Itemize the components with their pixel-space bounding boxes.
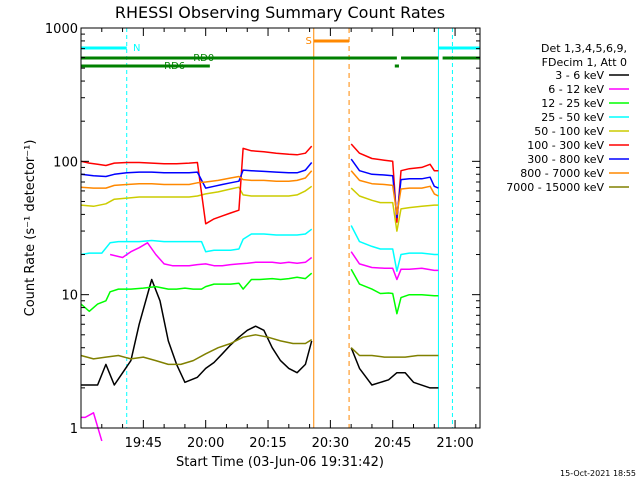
legend: Det 1,3,4,5,6,9,FDecim 1, Att 03 - 6 keV… (506, 42, 629, 194)
series-line-2 (80, 268, 439, 315)
night-label: N (133, 43, 140, 54)
series-line-0 (81, 278, 439, 389)
y-axis-label: Count Rate (s⁻¹ detector⁻¹) (23, 140, 38, 317)
plot-frame (80, 27, 481, 429)
saa-label: S (305, 36, 311, 47)
x-tick-label: 20:45 (374, 436, 411, 451)
legend-entry-label: 6 - 12 keV (548, 83, 604, 96)
y-tick-label: 10 (61, 289, 78, 304)
legend-entry-label: 25 - 50 keV (541, 111, 604, 124)
rd6-label: RD6 (164, 61, 185, 72)
x-tick-label: 21:00 (436, 436, 473, 451)
footer-timestamp: 15-Oct-2021 18:55 (560, 469, 636, 478)
y-tick-label: 1000 (45, 22, 78, 37)
legend-entry-label: 3 - 6 keV (555, 69, 604, 82)
series-line-7 (80, 170, 439, 216)
y-tick-label: 1 (70, 422, 78, 437)
legend-entry-label: 800 - 7000 keV (520, 167, 604, 180)
x-axis: 19:45 20:00 20:15 20:30 20:45 21:00 (101, 28, 477, 451)
legend-entry-label: 100 - 300 keV (527, 139, 604, 152)
series-line-3 (80, 225, 439, 272)
series-line-8 (80, 334, 439, 366)
legend-entry-label: 50 - 100 keV (534, 125, 604, 138)
legend-header-line: Det 1,3,4,5,6,9, (541, 42, 627, 55)
x-tick-label: 20:00 (187, 436, 224, 451)
legend-entry-label: 7000 - 15000 keV (506, 181, 604, 194)
legend-entry-label: 300 - 800 keV (527, 153, 604, 166)
x-axis-label: Start Time (03-Jun-06 19:31:42) (176, 455, 384, 470)
x-tick-label: 20:30 (312, 436, 349, 451)
series-line-4 (80, 185, 439, 232)
y-axis: 1 10 100 1000 (45, 22, 480, 437)
legend-header-line: FDecim 1, Att 0 (542, 56, 627, 69)
legend-entry-label: 12 - 25 keV (541, 97, 604, 110)
chart-title: RHESSI Observing Summary Count Rates (115, 3, 445, 22)
series-line-1 (81, 242, 439, 442)
series-line-6 (80, 158, 439, 219)
x-tick-label: 19:45 (125, 436, 162, 451)
x-tick-label: 20:15 (249, 436, 286, 451)
plot-area: N S RD0 RD6 (80, 28, 480, 442)
rd0-label: RD0 (193, 53, 214, 64)
y-tick-label: 100 (53, 155, 78, 170)
